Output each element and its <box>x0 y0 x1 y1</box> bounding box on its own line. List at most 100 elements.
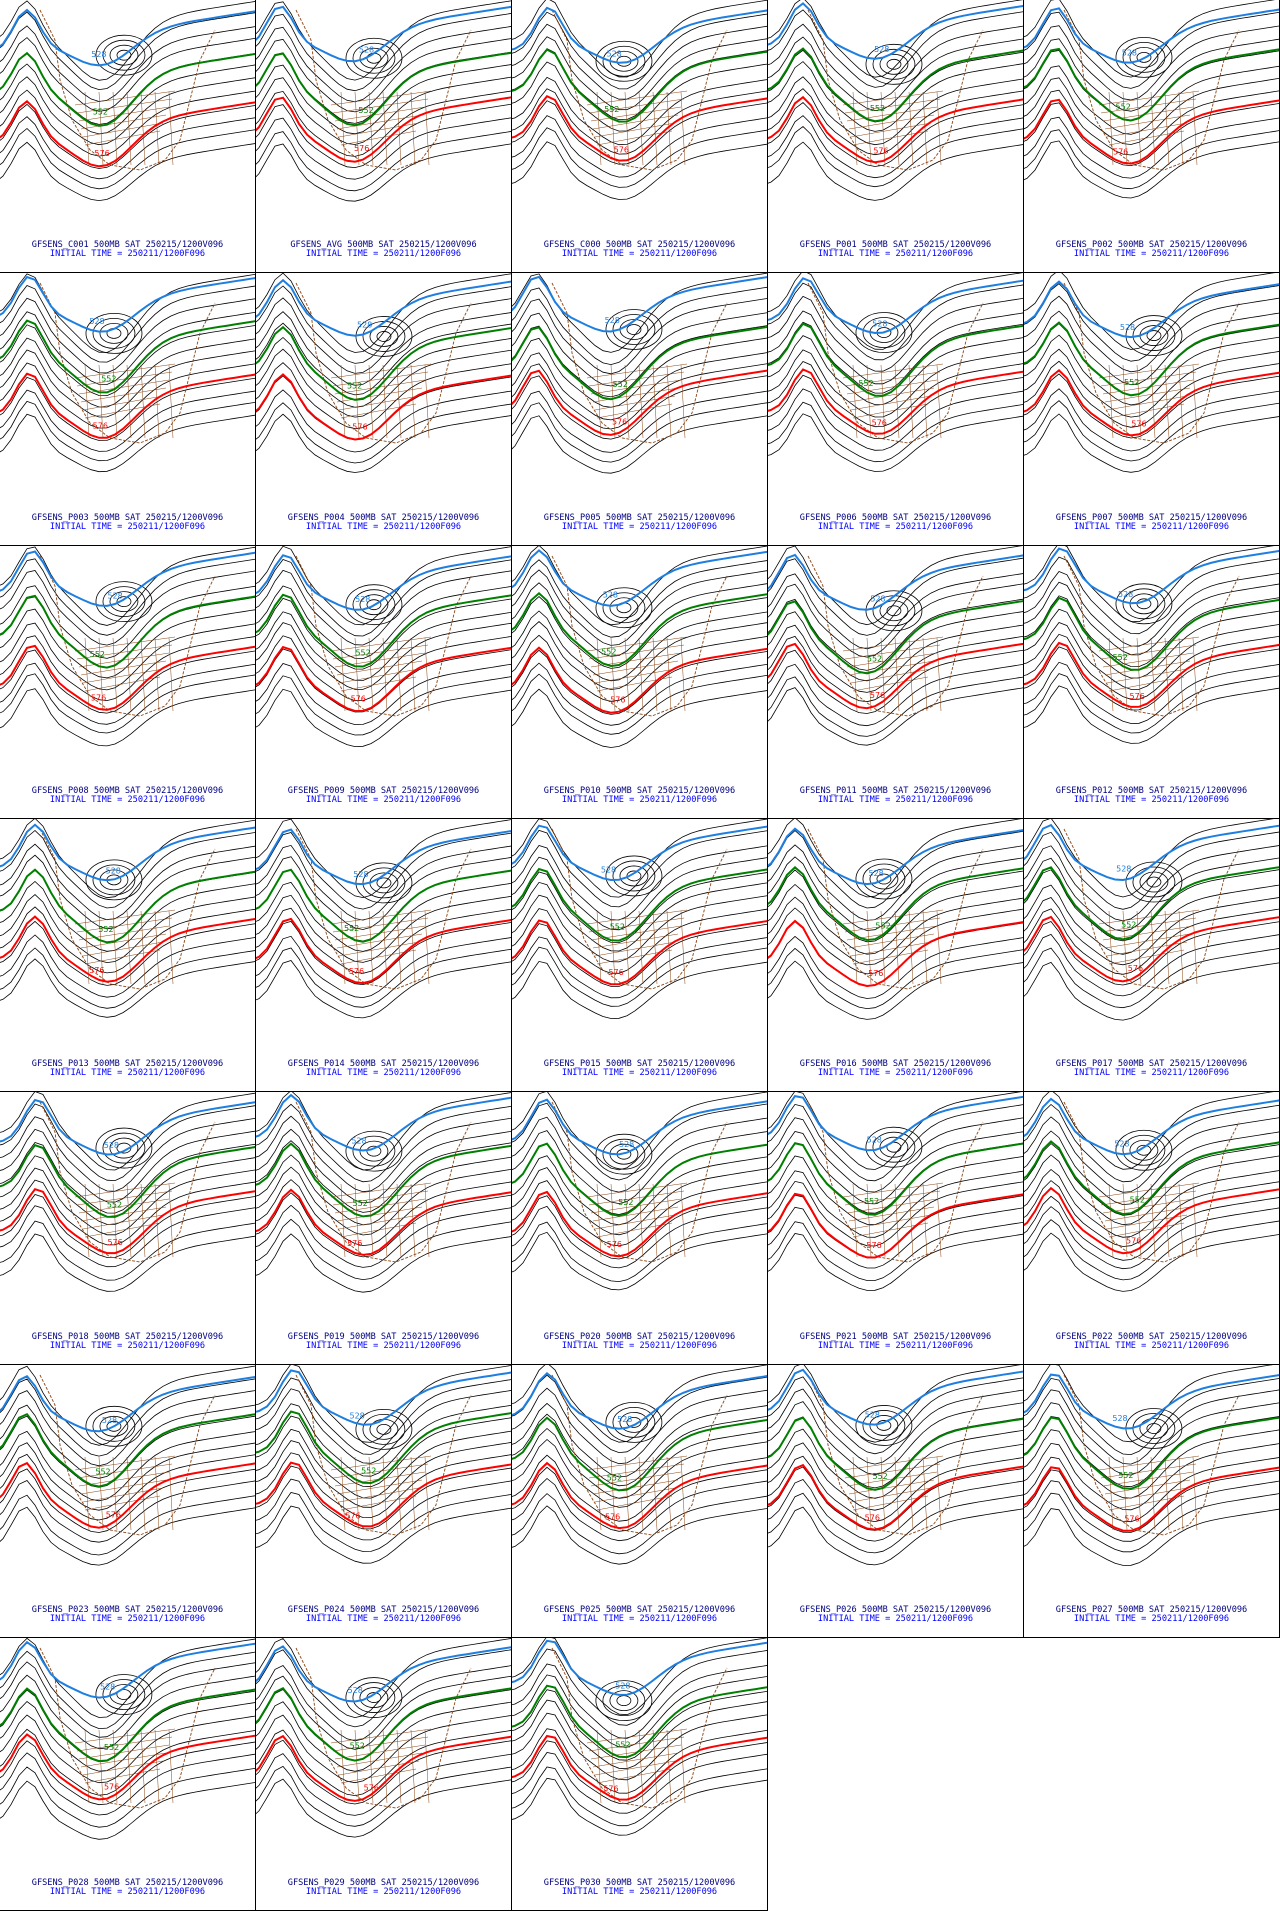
contour-552 <box>768 600 1023 675</box>
contour-label-528: 528 <box>603 591 618 600</box>
height-contour-line <box>512 1130 767 1205</box>
low-pressure-contour <box>102 1679 146 1710</box>
height-contour-map: 528 552 576 <box>256 819 511 1019</box>
contour-576 <box>256 645 511 713</box>
state-boundary-line <box>850 1487 932 1503</box>
height-contour-line <box>256 819 511 899</box>
height-contour-line <box>768 61 1023 132</box>
height-contour-line <box>512 1365 767 1443</box>
state-boundary-line <box>844 644 941 660</box>
low-pressure-contour <box>855 858 913 900</box>
contour-528 <box>256 1369 511 1426</box>
contour-552 <box>1024 866 1279 941</box>
panel-title: GFSENS_P010 500MB SAT 250215/1200V096 <box>543 786 736 796</box>
height-contour-line <box>768 388 1023 451</box>
low-pressure-contour <box>619 1411 649 1433</box>
state-boundary-line <box>908 364 914 439</box>
contour-576 <box>0 1188 255 1255</box>
contour-label-528: 528 <box>91 50 106 59</box>
height-contour-line <box>256 285 511 364</box>
state-boundary-line <box>922 910 928 985</box>
initial-time-label: INITIAL TIME = 250211/1200F096 <box>561 1887 718 1897</box>
low-pressure-contour <box>1132 320 1176 351</box>
state-boundary-line <box>588 1190 685 1206</box>
state-boundary-line <box>338 395 420 411</box>
contour-576 <box>0 99 255 168</box>
state-boundary-line <box>588 98 685 114</box>
state-boundary-line <box>1100 98 1197 114</box>
height-contour-line <box>768 624 1023 693</box>
contour-label-576: 576 <box>351 695 366 704</box>
state-boundary-line <box>126 637 132 712</box>
height-contour-line <box>1024 908 1279 975</box>
state-boundary-line <box>594 941 676 957</box>
contour-label-552: 552 <box>867 654 882 663</box>
state-boundary-line <box>1104 1479 1191 1495</box>
state-boundary-line <box>624 1729 630 1804</box>
height-contour-line <box>512 1180 767 1247</box>
low-pressure-contour <box>602 592 646 624</box>
height-contour-line <box>0 389 255 452</box>
ensemble-member-panel: 528 552 576 GFSENS_P030 500MB SAT 250215/12… <box>511 1637 768 1911</box>
contour-label-552: 552 <box>347 381 362 390</box>
height-contour-line <box>512 1466 767 1532</box>
ensemble-member-panel: 528 552 576 GFSENS_P012 500MB SAT 250215/12… <box>1023 545 1280 819</box>
low-pressure-contour <box>595 40 653 82</box>
state-boundary-line <box>596 637 602 712</box>
panel-title: GFSENS_P025 500MB SAT 250215/1200V096 <box>543 1605 736 1615</box>
state-boundary-line <box>154 1456 160 1531</box>
state-boundary-line <box>850 395 932 411</box>
height-contour-line <box>0 829 255 909</box>
coastline-outline <box>807 1101 984 1263</box>
contour-552 <box>0 868 255 944</box>
height-contour-line <box>512 908 767 974</box>
ensemble-member-panel: 528 552 576 GFSENS_P019 500MB SAT 250215/12… <box>255 1091 512 1365</box>
height-contour-line <box>256 0 511 81</box>
contour-label-576: 576 <box>612 417 627 426</box>
state-boundary-line <box>78 1471 170 1487</box>
contour-528 <box>0 275 255 333</box>
state-boundary-line <box>680 910 686 985</box>
state-boundary-line <box>624 910 630 985</box>
height-contour-line <box>0 37 255 112</box>
low-pressure-contour <box>876 873 892 885</box>
state-boundary-line <box>624 1456 630 1531</box>
state-boundary-line <box>852 1456 858 1531</box>
low-pressure-contour <box>369 1418 399 1440</box>
height-contour-line <box>0 1233 255 1292</box>
height-contour-line <box>0 570 255 646</box>
height-contour-line <box>256 1753 511 1816</box>
state-boundary-line <box>1098 363 1200 379</box>
height-contour-line <box>768 413 1023 472</box>
contour-label-528: 528 <box>355 595 370 604</box>
contour-576 <box>768 95 1023 164</box>
height-contour-line <box>1024 897 1279 966</box>
state-boundary-line <box>666 910 672 985</box>
state-boundary-line <box>848 1206 935 1222</box>
state-boundary-line <box>638 910 644 985</box>
state-boundary-line <box>368 1729 374 1804</box>
contour-576 <box>0 644 255 711</box>
contour-label-552: 552 <box>601 647 616 656</box>
contour-528 <box>512 824 767 882</box>
panel-title: GFSENS_P003 500MB SAT 250215/1200V096 <box>31 513 224 523</box>
height-contour-line <box>768 321 1023 394</box>
state-boundary-line <box>74 636 176 652</box>
height-contour-line <box>0 947 255 1009</box>
height-contour-line <box>512 1438 767 1508</box>
state-boundary-line <box>354 637 360 712</box>
state-boundary-line <box>76 371 173 387</box>
contour-label-576: 576 <box>93 421 108 430</box>
state-boundary-line <box>880 91 886 166</box>
state-boundary-line <box>330 1728 432 1744</box>
height-contour-line <box>0 1155 255 1225</box>
state-boundary-line <box>1100 371 1197 387</box>
state-boundary-line <box>340 91 346 166</box>
state-boundary-line <box>842 1455 944 1471</box>
contour-label-576: 576 <box>603 1785 618 1794</box>
state-boundary-line <box>410 910 416 985</box>
state-boundary-line <box>1098 1455 1200 1471</box>
state-boundary-line <box>586 1182 688 1198</box>
height-contour-line <box>768 1103 1023 1182</box>
contour-label-528: 528 <box>351 1137 366 1146</box>
